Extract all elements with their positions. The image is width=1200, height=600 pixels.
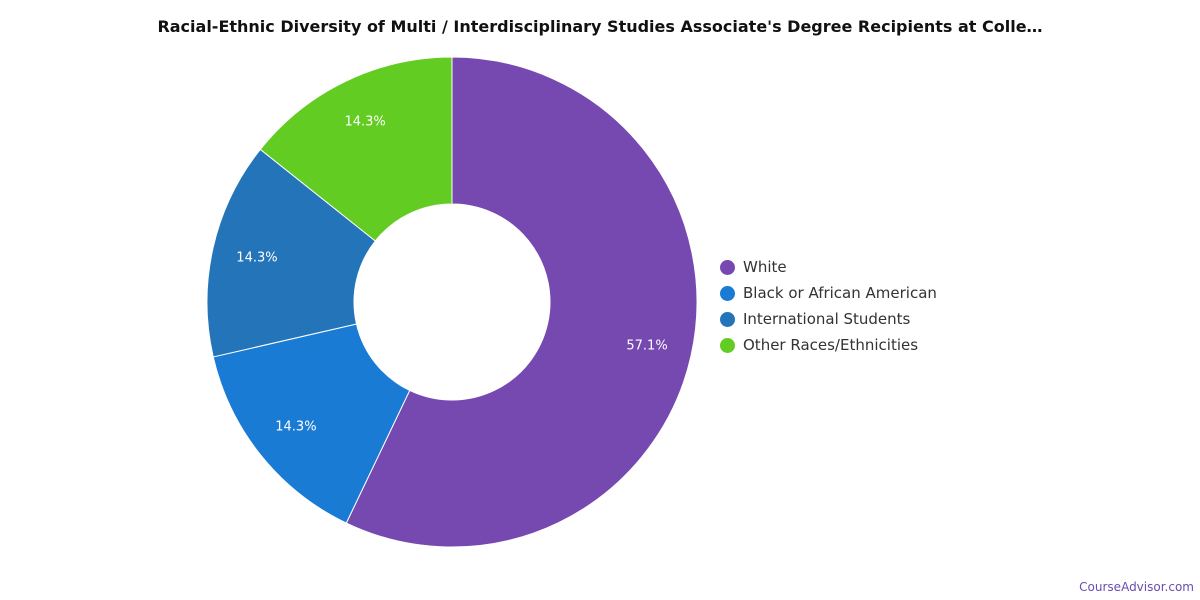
slice-label: 57.1%: [626, 339, 667, 354]
slice-label: 14.3%: [275, 420, 316, 435]
legend-label: Other Races/Ethnicities: [743, 336, 919, 354]
legend-item[interactable]: White: [720, 254, 937, 280]
legend-item[interactable]: International Students: [720, 306, 937, 332]
legend-label: White: [743, 258, 787, 276]
legend-swatch: [720, 337, 735, 353]
slice-label: 14.3%: [344, 114, 385, 129]
slice-white[interactable]: [345, 56, 698, 548]
legend-item[interactable]: Black or African American: [720, 280, 937, 306]
legend-item[interactable]: Other Races/Ethnicities: [720, 332, 937, 358]
watermark: CourseAdvisor.com: [1079, 580, 1194, 594]
legend-swatch: [720, 311, 735, 327]
chart-title: Racial-Ethnic Diversity of Multi / Inter…: [157, 17, 1043, 36]
slice-other-races-ethnicities[interactable]: [259, 56, 453, 242]
legend-swatch: [720, 285, 735, 301]
legend: White Black or African American Internatio…: [720, 254, 937, 358]
legend-label: International Students: [743, 310, 911, 328]
legend-label: Black or African American: [743, 284, 937, 302]
slice-label: 14.3%: [236, 250, 277, 265]
slice-black-or-african-american[interactable]: [212, 323, 411, 524]
legend-swatch: [720, 259, 735, 275]
slice-international-students[interactable]: [206, 148, 377, 358]
